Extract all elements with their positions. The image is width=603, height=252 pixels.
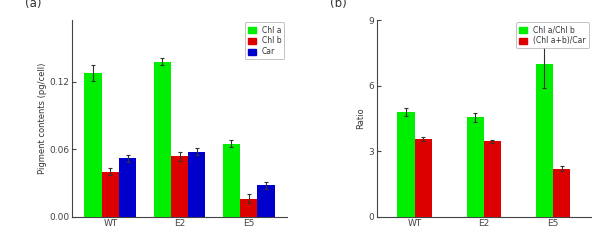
Y-axis label: Pigment contents (pg/cell): Pigment contents (pg/cell) [37,63,46,174]
Bar [223,144,240,217]
Bar [154,62,171,217]
Bar [84,73,102,217]
Bar [102,172,119,217]
Legend: Chl a/Chl b, (Chl a+b)/Car: Chl a/Chl b, (Chl a+b)/Car [516,22,589,48]
Bar [257,185,274,217]
Y-axis label: Ratio: Ratio [356,108,365,129]
Bar [188,151,206,217]
Bar [553,169,570,217]
Bar [467,117,484,217]
Bar [484,141,501,217]
Legend: Chl a, Chl b, Car: Chl a, Chl b, Car [245,22,285,59]
Bar [415,139,432,217]
Bar [119,158,136,217]
Bar [240,199,257,217]
Text: (b): (b) [329,0,346,10]
Bar [535,64,553,217]
Bar [397,112,415,217]
Text: (a): (a) [25,0,42,10]
Bar [171,156,188,217]
